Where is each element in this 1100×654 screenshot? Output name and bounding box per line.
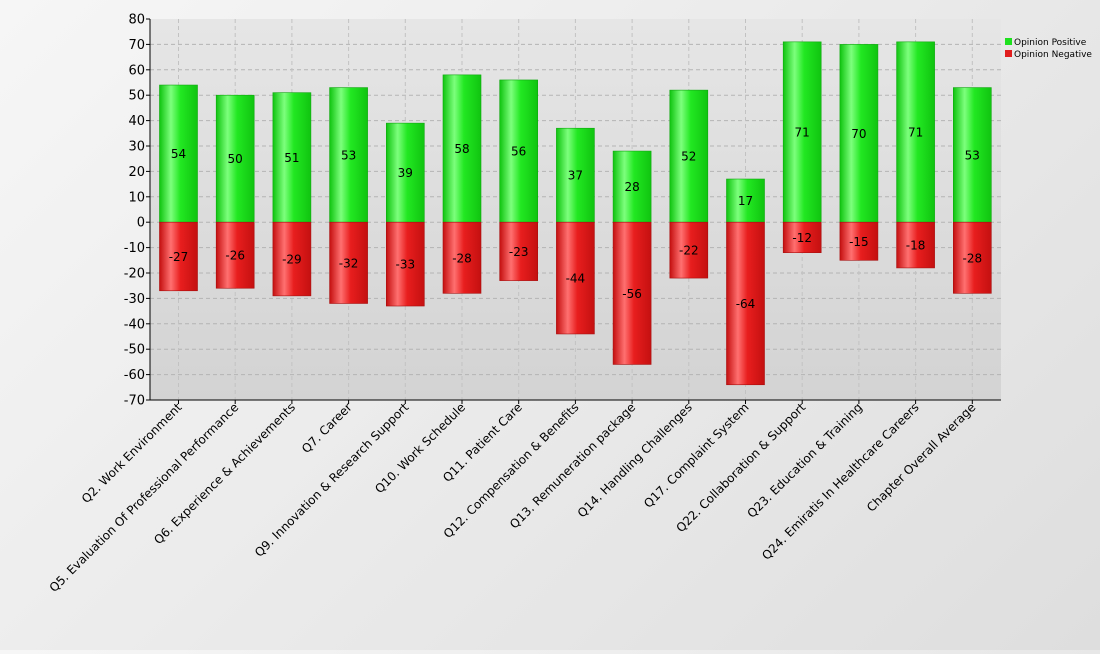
y-tick-label: 10 xyxy=(128,190,145,205)
data-label-negative: -26 xyxy=(225,249,245,263)
bar-positive xyxy=(726,178,765,223)
bar-negative xyxy=(329,221,368,304)
data-label-positive: 50 xyxy=(228,152,243,166)
bar-positive xyxy=(952,87,992,223)
bar-positive xyxy=(612,150,652,223)
bar-positive xyxy=(272,92,312,223)
bar-positive xyxy=(159,84,198,223)
data-label-negative: -56 xyxy=(622,287,642,301)
data-label-negative: -29 xyxy=(282,253,302,267)
legend-label: Opinion Positive xyxy=(1014,38,1087,48)
y-tick-label: 20 xyxy=(128,165,145,180)
bars xyxy=(159,41,992,386)
y-tick-label: 70 xyxy=(128,38,145,53)
bar-negative xyxy=(612,221,652,365)
bar-positive xyxy=(896,41,935,223)
bar-positive xyxy=(782,41,822,223)
y-tick-label: 40 xyxy=(128,114,145,129)
data-label-positive: 17 xyxy=(738,194,753,208)
data-label-positive: 53 xyxy=(965,148,980,162)
legend-swatch xyxy=(1005,38,1012,45)
data-label-negative: -32 xyxy=(339,256,359,270)
legend-label: Opinion Negative xyxy=(1014,50,1092,60)
bar-negative xyxy=(499,221,539,281)
data-label-negative: -18 xyxy=(906,239,926,253)
bar-positive xyxy=(215,94,255,223)
data-label-positive: 54 xyxy=(171,147,186,161)
bar-positive xyxy=(556,127,595,223)
bar-positive xyxy=(385,122,425,223)
data-label-positive: 71 xyxy=(795,126,810,140)
data-label-negative: -23 xyxy=(509,245,529,259)
data-label-positive: 52 xyxy=(681,150,696,164)
data-label-negative: -64 xyxy=(736,297,756,311)
data-label-negative: -28 xyxy=(962,251,982,265)
category-label: Q5. Evaluation Of Professional Performan… xyxy=(47,400,242,595)
category-label: Q17. Complaint System xyxy=(641,400,751,510)
y-tick-label: 30 xyxy=(128,140,145,155)
bar-positive xyxy=(442,74,482,223)
data-label-negative: -28 xyxy=(452,251,472,265)
bar-negative xyxy=(669,221,709,279)
y-tick-label: 60 xyxy=(128,63,145,78)
data-label-negative: -44 xyxy=(566,272,586,286)
y-tick-label: 0 xyxy=(137,216,145,231)
bar-negative xyxy=(782,221,822,253)
legend: Opinion Positive Opinion Negative xyxy=(1005,38,1092,60)
bar-negative xyxy=(385,221,425,307)
data-label-positive: 39 xyxy=(398,166,413,180)
bar-negative xyxy=(726,221,765,386)
y-tick-label: -30 xyxy=(124,292,145,307)
axes: 80 70 60 50 40 30 20 10 0 -10 -20 -30 -40 -50 -60 -70 xyxy=(124,13,1001,409)
y-tick-label: -40 xyxy=(124,317,145,332)
bar-negative xyxy=(952,221,992,294)
bar-positive xyxy=(669,89,709,223)
y-tick-label: -20 xyxy=(124,267,145,282)
y-tick-label: 50 xyxy=(128,89,145,104)
y-tick-label: -50 xyxy=(124,343,145,358)
bar-negative xyxy=(215,221,255,289)
data-label-positive: 53 xyxy=(341,148,356,162)
data-label-negative: -22 xyxy=(679,244,699,258)
data-label-negative: -33 xyxy=(395,258,415,272)
data-label-negative: -27 xyxy=(169,250,189,264)
data-label-positive: 56 xyxy=(511,145,526,159)
data-label-positive: 71 xyxy=(908,126,923,140)
category-label: Q14. Handling Challenges xyxy=(575,400,695,520)
data-label-negative: -15 xyxy=(849,235,869,249)
bar-negative xyxy=(556,221,595,335)
y-tick-label: -70 xyxy=(124,394,145,409)
category-label: Q2. Work Environment xyxy=(79,400,185,506)
bar-negative xyxy=(442,221,482,294)
bar-negative xyxy=(839,221,879,261)
y-tick-label: -10 xyxy=(124,241,145,256)
legend-swatch xyxy=(1005,50,1012,57)
y-tick-label: 80 xyxy=(128,13,145,28)
bar-positive xyxy=(839,44,879,223)
bar-negative xyxy=(896,221,935,269)
category-label: Q7. Career xyxy=(299,400,355,456)
category-label: Q23. Education & Training xyxy=(745,400,866,521)
data-label-positive: 37 xyxy=(568,169,583,183)
data-label-negative: -12 xyxy=(792,231,812,245)
bar-positive xyxy=(329,87,368,223)
data-label-positive: 28 xyxy=(624,180,639,194)
y-tick-label: -60 xyxy=(124,368,145,383)
bar-negative xyxy=(159,221,198,292)
category-label: Chapter Overall Average xyxy=(864,400,978,514)
bar-positive xyxy=(499,79,539,223)
bar-negative xyxy=(272,221,312,297)
data-label-positive: 58 xyxy=(454,142,469,156)
data-label-positive: 51 xyxy=(284,151,299,165)
data-label-positive: 70 xyxy=(851,127,866,141)
